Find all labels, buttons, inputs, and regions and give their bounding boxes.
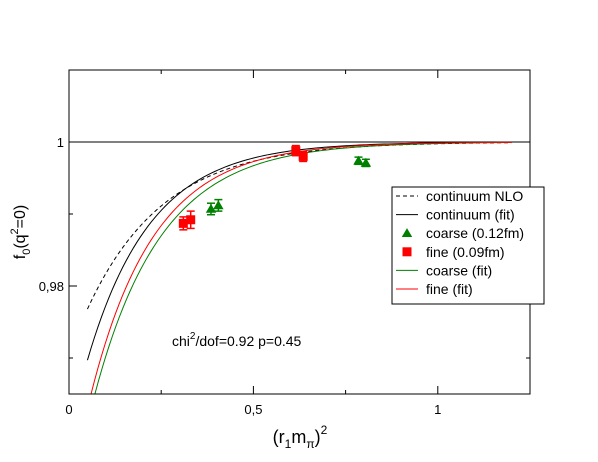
data-point-triangle — [353, 155, 364, 165]
legend: continuum NLO continuum (fit) coarse (0.12… — [391, 186, 545, 305]
y-axis-label: f0(q2=0) — [9, 205, 33, 260]
data-point-triangle — [360, 157, 372, 167]
legend-box — [391, 186, 545, 305]
x-axis-label: (r1mπ)2 — [273, 423, 328, 451]
legend-label: coarse (fit) — [426, 262, 492, 278]
data-point-triangle — [213, 200, 224, 210]
fit-annotation: chi2/dof=0.92 p=0.45 — [172, 331, 302, 349]
data-point-square — [186, 215, 196, 225]
x-tick-label: 0,5 — [244, 402, 262, 417]
y-tick-label: 0,98 — [39, 279, 64, 294]
y-tick-label: 1 — [57, 135, 64, 150]
data-point-triangle — [401, 228, 413, 238]
data-point-triangle — [205, 203, 217, 213]
data-point-square — [402, 247, 412, 257]
data-point-square — [291, 146, 301, 156]
legend-label: fine (fit) — [426, 281, 473, 297]
legend-label: coarse (0.12fm) — [426, 225, 524, 241]
legend-label: continuum NLO — [426, 188, 523, 204]
x-tick-label: 1 — [434, 402, 441, 417]
legend-label: continuum (fit) — [426, 207, 515, 223]
legend-label: fine (0.09fm) — [426, 244, 505, 260]
x-tick-label: 0 — [65, 402, 72, 417]
data-point-square — [178, 218, 188, 228]
data-point-square — [298, 151, 308, 161]
